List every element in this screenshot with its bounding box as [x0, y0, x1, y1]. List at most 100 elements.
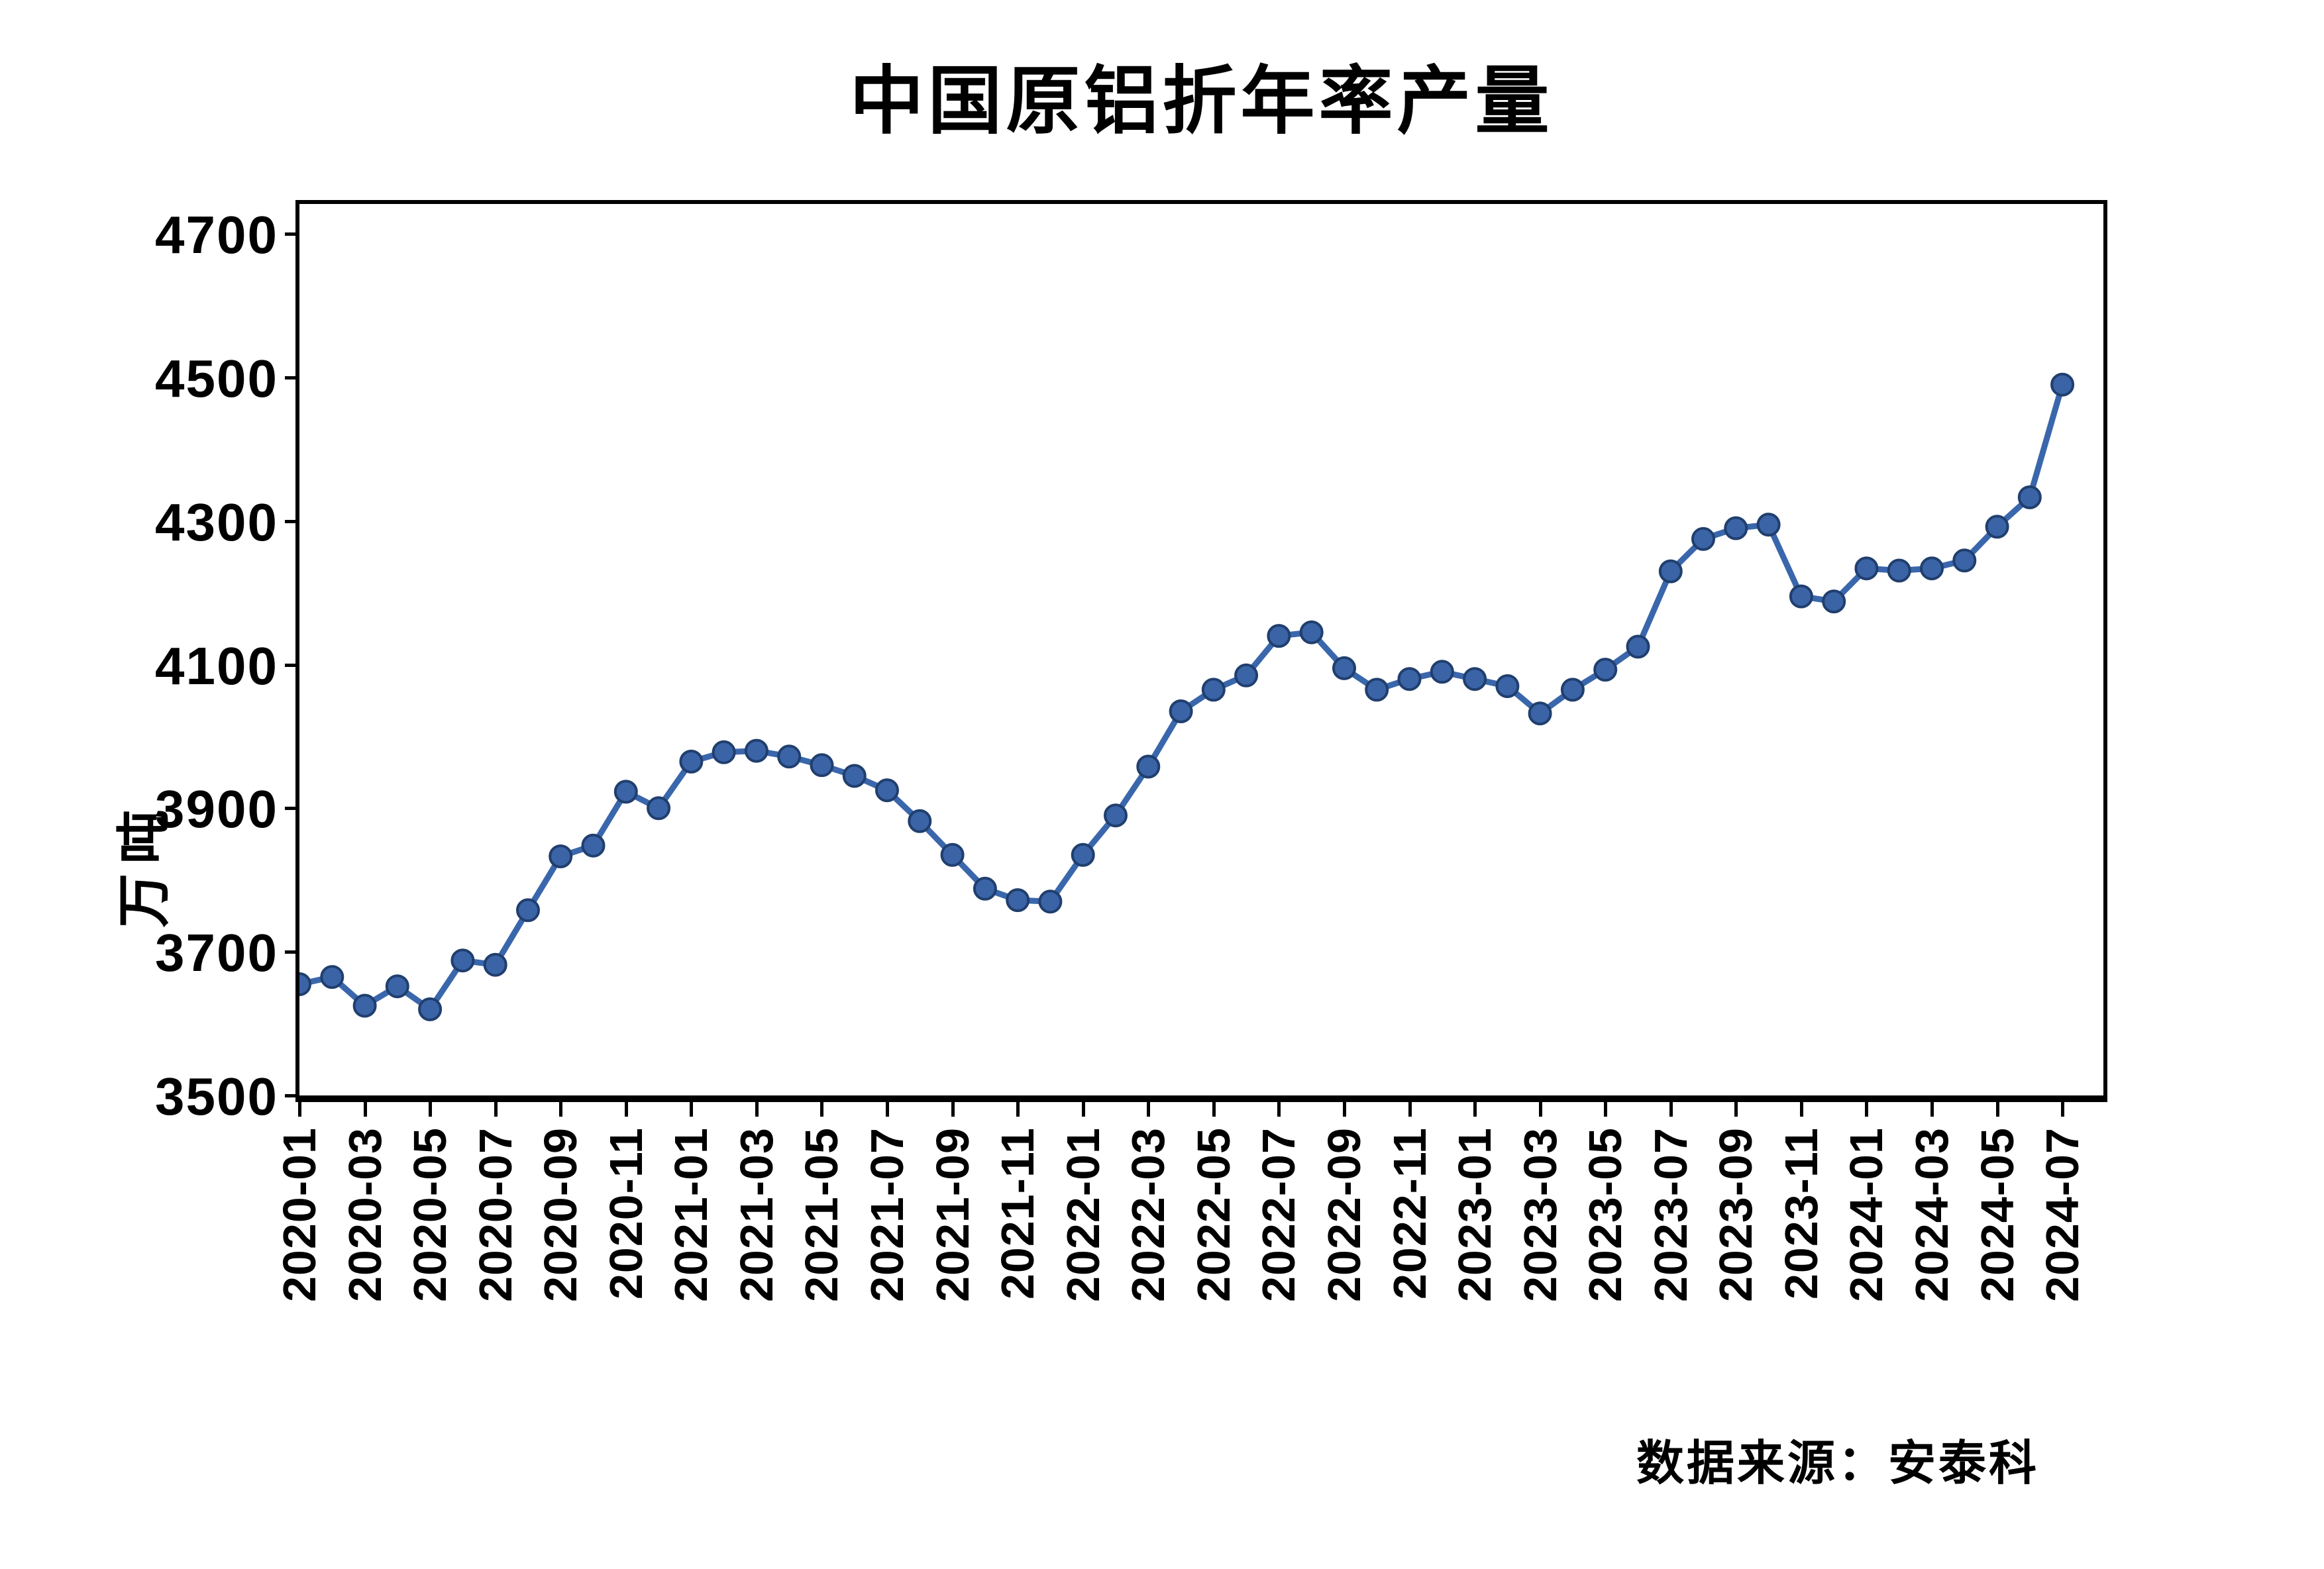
data-point-2021-02 — [712, 740, 736, 764]
y-tick-mark-3700 — [285, 950, 295, 954]
chart-title: 中国原铝折年率产量 — [849, 60, 1554, 142]
data-point-2022-04 — [1169, 699, 1193, 723]
data-point-2021-05 — [810, 753, 834, 778]
data-point-2020-03 — [352, 993, 377, 1018]
y-tick-mark-3500 — [285, 1094, 295, 1097]
data-point-2023-10 — [1756, 513, 1781, 537]
line-chart-plot — [299, 372, 2075, 1021]
data-point-2024-04 — [1952, 548, 1977, 573]
data-point-2021-08 — [908, 809, 932, 833]
data-point-2022-02 — [1104, 803, 1128, 828]
data-point-2024-06 — [2017, 485, 2042, 509]
x-tick-label-2021-01: 2021-01 — [665, 1127, 717, 1302]
data-point-2022-08 — [1299, 620, 1324, 644]
data-point-2020-04 — [385, 974, 409, 999]
data-point-2024-02 — [1887, 558, 1911, 583]
x-tick-label-2022-09: 2022-09 — [1318, 1127, 1370, 1302]
x-tick-mark-2022-01 — [1081, 1101, 1085, 1117]
data-point-2020-06 — [450, 948, 475, 973]
data-point-2022-06 — [1234, 663, 1259, 687]
x-tick-label-2023-07: 2023-07 — [1644, 1127, 1697, 1302]
data-point-2024-05 — [1985, 515, 2009, 539]
x-tick-mark-2024-03 — [1930, 1101, 1934, 1117]
x-tick-label-2021-07: 2021-07 — [861, 1127, 914, 1302]
x-tick-label-2023-11: 2023-11 — [1775, 1127, 1827, 1300]
x-tick-label-2024-01: 2024-01 — [1840, 1127, 1893, 1302]
x-tick-mark-2021-09 — [951, 1101, 955, 1117]
data-point-2023-07 — [1658, 559, 1683, 583]
x-tick-mark-2023-07 — [1669, 1101, 1673, 1117]
data-point-2020-07 — [483, 952, 507, 977]
data-point-2022-10 — [1365, 678, 1389, 702]
x-tick-label-2021-09: 2021-09 — [926, 1127, 978, 1302]
data-point-2020-10 — [581, 833, 606, 858]
x-tick-label-2020-07: 2020-07 — [469, 1127, 521, 1302]
x-tick-mark-2023-11 — [1799, 1101, 1803, 1117]
x-tick-mark-2020-01 — [298, 1101, 301, 1117]
data-point-2022-05 — [1201, 678, 1226, 702]
data-point-2020-02 — [320, 965, 344, 989]
x-tick-label-2023-05: 2023-05 — [1579, 1127, 1632, 1302]
x-tick-mark-2024-01 — [1865, 1101, 1869, 1117]
data-point-2021-07 — [875, 778, 899, 803]
data-point-2021-10 — [973, 876, 997, 901]
x-tick-label-2020-03: 2020-03 — [339, 1127, 391, 1302]
data-point-2023-03 — [1528, 701, 1552, 726]
x-tick-label-2023-09: 2023-09 — [1710, 1127, 1762, 1302]
x-tick-mark-2022-07 — [1277, 1101, 1281, 1117]
x-tick-mark-2020-07 — [494, 1101, 498, 1117]
plot-frame — [295, 200, 2107, 1102]
x-tick-label-2023-01: 2023-01 — [1449, 1127, 1501, 1302]
x-tick-label-2024-05: 2024-05 — [1971, 1127, 2023, 1302]
y-tick-label-4500: 4500 — [155, 348, 278, 408]
data-point-2020-12 — [647, 796, 671, 821]
x-tick-label-2020-11: 2020-11 — [600, 1127, 652, 1300]
data-point-2023-01 — [1463, 667, 1487, 691]
x-tick-mark-2023-03 — [1538, 1101, 1542, 1117]
data-point-2021-06 — [842, 764, 867, 788]
data-point-2023-06 — [1626, 634, 1650, 659]
data-point-2023-04 — [1560, 678, 1585, 702]
x-tick-mark-2023-01 — [1473, 1101, 1477, 1117]
y-tick-label-4300: 4300 — [155, 492, 278, 552]
x-tick-mark-2020-11 — [624, 1101, 628, 1117]
data-point-2021-11 — [1006, 888, 1030, 913]
data-point-2021-09 — [940, 842, 965, 867]
data-point-2022-12 — [1430, 660, 1454, 684]
x-tick-label-2022-11: 2022-11 — [1383, 1127, 1436, 1300]
data-point-2023-09 — [1724, 516, 1748, 540]
x-tick-label-2023-03: 2023-03 — [1514, 1127, 1566, 1302]
x-tick-label-2020-01: 2020-01 — [274, 1127, 325, 1302]
x-tick-mark-2022-09 — [1342, 1101, 1346, 1117]
x-tick-mark-2021-05 — [820, 1101, 824, 1117]
data-point-2022-03 — [1136, 754, 1161, 779]
x-tick-label-2021-05: 2021-05 — [796, 1127, 848, 1302]
y-tick-label-3500: 3500 — [155, 1067, 278, 1126]
x-tick-mark-2021-11 — [1016, 1101, 1020, 1117]
data-point-2023-12 — [1822, 589, 1846, 614]
x-tick-mark-2020-03 — [363, 1101, 367, 1117]
y-tick-mark-4300 — [285, 519, 295, 523]
y-tick-label-3700: 3700 — [155, 923, 278, 983]
data-point-2022-07 — [1267, 624, 1291, 648]
data-source-note: 数据来源：安泰科 — [1636, 1437, 2040, 1490]
data-point-2024-07 — [2050, 372, 2075, 397]
x-tick-mark-2021-07 — [886, 1101, 890, 1117]
x-tick-label-2022-01: 2022-01 — [1057, 1127, 1109, 1302]
data-point-2021-12 — [1038, 889, 1063, 914]
data-point-2022-09 — [1332, 656, 1356, 680]
y-tick-mark-4700 — [285, 232, 295, 236]
data-point-2024-03 — [1920, 556, 1944, 581]
y-tick-mark-3900 — [285, 807, 295, 811]
x-tick-label-2020-09: 2020-09 — [535, 1127, 587, 1302]
production-line-series — [299, 383, 2066, 1014]
x-tick-mark-2022-03 — [1147, 1101, 1151, 1117]
x-tick-mark-2021-01 — [690, 1101, 694, 1117]
data-point-2021-01 — [679, 749, 704, 774]
data-point-2020-08 — [516, 898, 540, 923]
y-tick-mark-4500 — [285, 376, 295, 380]
data-point-2021-04 — [777, 744, 802, 769]
x-tick-label-2021-11: 2021-11 — [992, 1127, 1044, 1300]
y-tick-mark-4100 — [285, 663, 295, 667]
